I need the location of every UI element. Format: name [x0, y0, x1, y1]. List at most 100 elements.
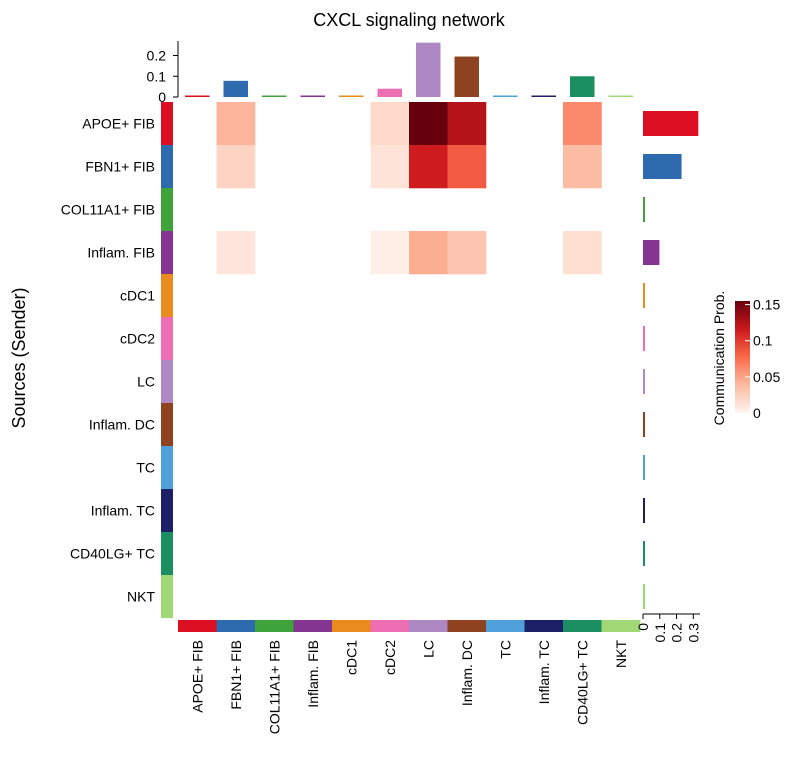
row-color-lc	[161, 360, 173, 403]
right-bar-tick-label: 0	[635, 623, 651, 631]
heatmap-cell-apoe-fib-to-cdc2	[370, 102, 410, 146]
row-label-fbn1-fib: FBN1+ FIB	[85, 159, 155, 175]
top-bar-cdc2	[377, 88, 402, 97]
color-legend: Communication Prob. 0.15 0.1 0.05 0	[711, 291, 780, 426]
col-label-tc: TC	[497, 640, 513, 659]
col-color-fbn1-fib	[216, 620, 256, 632]
col-label-inflam-dc: Inflam. DC	[459, 640, 475, 706]
right-bar-tick-label: 0.1	[652, 623, 668, 643]
top-bar-cd40lg-tc	[570, 76, 595, 97]
row-color-cdc1	[161, 274, 173, 317]
right-bar-nkt	[643, 584, 645, 609]
heatmap-cell-apoe-fib-to-cd40lg-tc	[563, 102, 602, 146]
chart-title: CXCL signaling network	[313, 10, 505, 30]
top-bar-tick-label: 0.2	[147, 48, 167, 64]
row-label-inflam-fib: Inflam. FIB	[87, 245, 155, 261]
right-bar-apoe-fib	[643, 111, 699, 136]
right-bar-cd40lg-tc	[643, 541, 645, 566]
row-label-inflam-dc: Inflam. DC	[89, 417, 155, 433]
right-bar-fbn1-fib	[643, 154, 682, 179]
top-bar-col11a1-fib	[262, 95, 287, 97]
top-bar-tick-label: 0	[158, 89, 166, 105]
col-color-inflam-tc	[524, 620, 564, 632]
row-color-tc	[161, 446, 173, 489]
heatmap-cell-inflam-fib-to-cd40lg-tc	[563, 231, 602, 275]
right-bar-tick-label: 0.3	[685, 623, 701, 643]
heatmap-cell-inflam-fib-to-inflam-dc	[447, 231, 487, 275]
col-color-tc	[486, 620, 525, 632]
col-color-inflam-fib	[293, 620, 333, 632]
right-bar-chart: 0 0.1 0.2 0.3	[635, 111, 701, 642]
row-color-bars	[161, 102, 173, 618]
row-color-inflam-fib	[161, 231, 173, 274]
top-bar-nkt	[608, 95, 633, 97]
row-label-lc: LC	[137, 374, 155, 390]
legend-tick-label: 0	[753, 405, 761, 421]
col-label-cdc2: cDC2	[382, 640, 398, 675]
row-color-cd40lg-tc	[161, 532, 173, 575]
heatmap-cell-fbn1-fib-to-fbn1-fib	[216, 145, 256, 189]
right-bar-lc	[643, 369, 645, 394]
col-label-fbn1-fib: FBN1+ FIB	[228, 640, 244, 710]
col-label-cd40lg-tc: CD40LG+ TC	[574, 640, 590, 725]
heatmap-cell-fbn1-fib-to-cd40lg-tc	[563, 145, 602, 189]
row-color-inflam-dc	[161, 403, 173, 446]
col-label-inflam-fib: Inflam. FIB	[305, 640, 321, 708]
right-bar-inflam-fib	[643, 240, 660, 265]
top-bar-lc	[416, 42, 441, 97]
right-bar-col11a1-fib	[643, 197, 645, 222]
heatmap-cell-inflam-fib-to-cdc2	[370, 231, 410, 275]
row-label-cd40lg-tc: CD40LG+ TC	[70, 546, 155, 562]
right-bar-inflam-dc	[643, 412, 645, 437]
col-label-nkt: NKT	[613, 640, 629, 668]
legend-tick-label: 0.15	[753, 297, 780, 313]
top-bar-apoe-fib	[185, 95, 210, 97]
y-axis-label: Sources (Sender)	[9, 287, 29, 428]
heatmap-cell-apoe-fib-to-fbn1-fib	[216, 102, 256, 146]
heatmap-cell-inflam-fib-to-lc	[409, 231, 448, 275]
col-color-inflam-dc	[447, 620, 487, 632]
top-bar-tc	[493, 95, 518, 97]
row-color-inflam-tc	[161, 489, 173, 532]
heatmap-cell-apoe-fib-to-lc	[409, 102, 448, 146]
right-bar-cdc2	[643, 326, 645, 351]
right-bar-tick-label: 0.2	[669, 623, 685, 643]
row-label-cdc2: cDC2	[120, 331, 155, 347]
col-label-inflam-tc: Inflam. TC	[536, 640, 552, 704]
heatmap-cell-apoe-fib-to-inflam-dc	[447, 102, 487, 146]
row-label-tc: TC	[136, 460, 155, 476]
row-label-cdc1: cDC1	[120, 288, 155, 304]
heatmap-cell-fbn1-fib-to-cdc2	[370, 145, 410, 189]
col-color-col11a1-fib	[255, 620, 294, 632]
col-color-cdc1	[332, 620, 371, 632]
right-bar-inflam-tc	[643, 498, 645, 523]
col-color-cd40lg-tc	[563, 620, 602, 632]
row-label-col11a1-fib: COL11A1+ FIB	[61, 202, 155, 218]
row-color-nkt	[161, 575, 173, 618]
heatmap-cell-inflam-fib-to-fbn1-fib	[216, 231, 256, 275]
heatmap-cell-fbn1-fib-to-inflam-dc	[447, 145, 487, 189]
legend-tick-label: 0.05	[753, 369, 780, 385]
column-labels: APOE+ FIB FBN1+ FIB COL11A1+ FIB Inflam. FI…	[189, 640, 629, 735]
right-bar-tc	[643, 455, 645, 480]
col-label-col11a1-fib: COL11A1+ FIB	[266, 640, 282, 734]
col-color-apoe-fib	[178, 620, 217, 632]
heatmap-cells	[216, 102, 602, 275]
col-color-lc	[409, 620, 448, 632]
legend-gradient-bar	[735, 301, 750, 413]
heatmap-cell-fbn1-fib-to-lc	[409, 145, 448, 189]
column-color-bars	[178, 620, 641, 632]
top-bar-inflam-fib	[300, 95, 325, 97]
row-label-apoe-fib: APOE+ FIB	[82, 116, 155, 132]
row-color-apoe-fib	[161, 102, 173, 145]
row-label-inflam-tc: Inflam. TC	[91, 503, 155, 519]
top-bar-chart: 0.2 0.1 0	[147, 41, 633, 105]
row-color-fbn1-fib	[161, 145, 173, 188]
legend-tick-label: 0.1	[753, 333, 773, 349]
row-color-cdc2	[161, 317, 173, 360]
col-color-cdc2	[370, 620, 410, 632]
col-label-cdc1: cDC1	[343, 640, 359, 675]
right-bar-cdc1	[643, 283, 645, 308]
top-bar-inflam-tc	[531, 95, 556, 97]
